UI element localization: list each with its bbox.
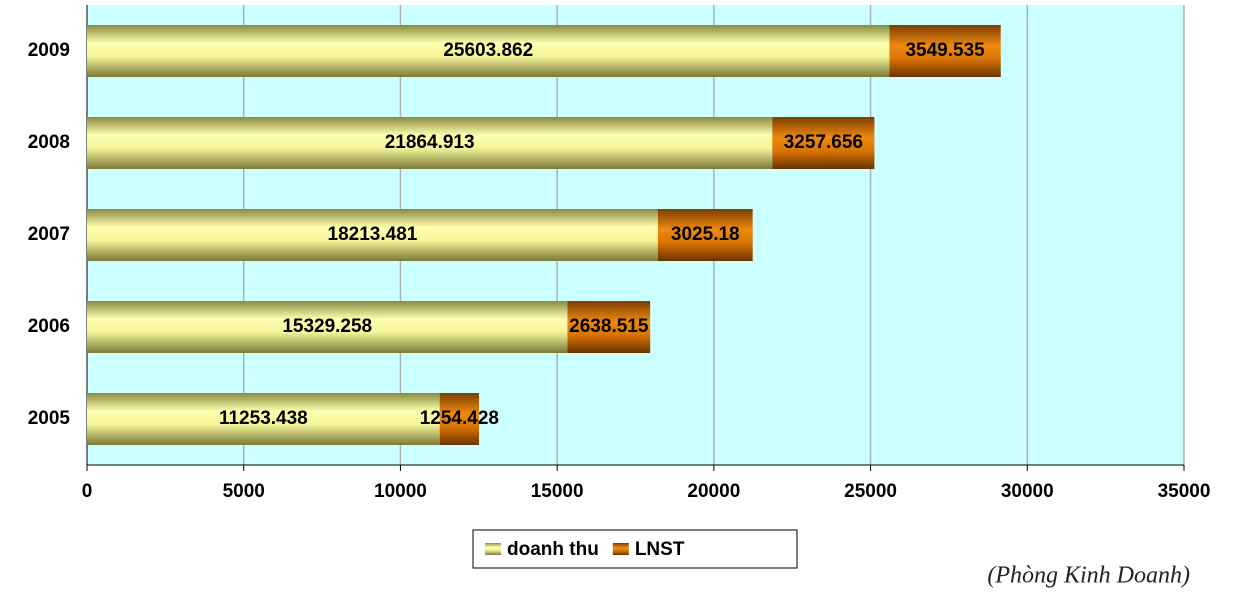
bar-segment xyxy=(889,25,1001,77)
x-tick-label: 5000 xyxy=(223,481,265,502)
y-tick-label: 2008 xyxy=(28,132,70,153)
bar-segment xyxy=(87,209,658,261)
value-label: 3025.18 xyxy=(671,224,740,245)
bar-segment xyxy=(87,117,773,169)
y-tick-label: 2005 xyxy=(28,408,71,429)
bar-segment xyxy=(87,25,890,77)
value-label: 1254.428 xyxy=(420,408,499,429)
legend-swatch xyxy=(485,543,501,555)
x-tick-label: 20000 xyxy=(687,481,740,502)
value-label: 11253.438 xyxy=(219,408,308,429)
bar-segment xyxy=(657,209,753,261)
x-tick-label: 25000 xyxy=(844,481,897,502)
legend-swatch xyxy=(612,543,629,555)
y-tick-label: 2009 xyxy=(28,40,70,61)
bar-segment xyxy=(87,393,440,445)
legend-label: doanh thu xyxy=(507,539,599,560)
bar-segment xyxy=(87,301,568,353)
legend-label: LNST xyxy=(635,539,685,560)
value-label: 21864.913 xyxy=(385,132,475,153)
value-label: 2638.515 xyxy=(569,316,649,337)
y-tick-label: 2006 xyxy=(28,316,70,337)
value-label: 3549.535 xyxy=(905,40,985,61)
bar-segment xyxy=(772,117,875,169)
value-label: 3257.656 xyxy=(784,132,863,153)
x-tick-label: 35000 xyxy=(1158,481,1211,502)
bar-segment xyxy=(439,393,480,445)
x-tick-label: 10000 xyxy=(374,481,427,502)
value-label: 18213.481 xyxy=(328,224,418,245)
value-label: 15329.258 xyxy=(282,316,372,337)
x-tick-label: 15000 xyxy=(531,481,584,502)
bar-segment xyxy=(567,301,651,353)
value-label: 25603.862 xyxy=(443,40,533,61)
x-tick-label: 0 xyxy=(82,481,93,502)
x-tick-label: 30000 xyxy=(1001,481,1054,502)
y-tick-label: 2007 xyxy=(28,224,70,245)
legend-box xyxy=(472,529,798,569)
source-note: (Phòng Kinh Doanh) xyxy=(987,563,1190,589)
